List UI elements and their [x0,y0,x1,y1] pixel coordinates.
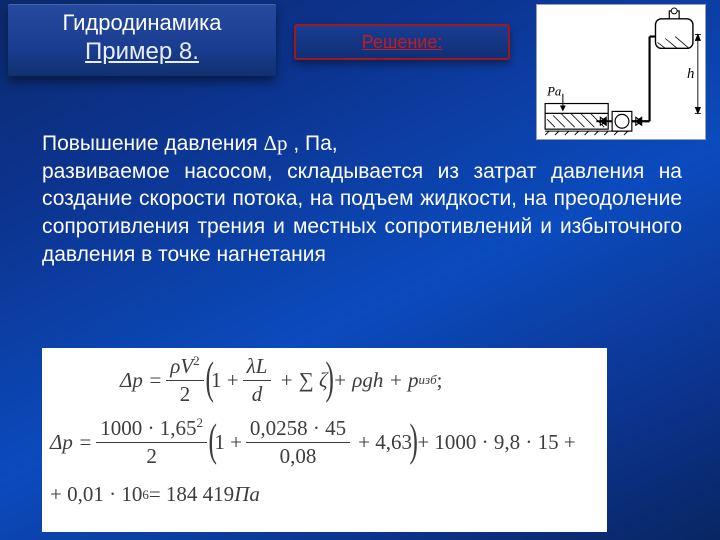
f2-frac1-num: 1000 · 1,65 [100,416,196,440]
open-paren-2: ( [208,420,216,460]
h-label: h [687,66,694,82]
f2-tail: + 1000 · 9,8 · 15 + [417,430,575,455]
f2-frac1: 1000 · 1,652 2 [96,416,207,468]
f2-frac2: 0,0258 · 45 0,08 [246,417,350,468]
title-line2: Пример 8. [8,38,276,66]
pump-diagram-svg: Pа [537,5,705,139]
open-paren-1: ( [205,358,213,398]
f1-end: ; [437,368,443,393]
f1-frac1-den: 2 [176,383,195,406]
f3-text: + 0,01 · 10 [50,482,142,507]
delta-p-symbol: Δp [263,131,287,155]
f2-frac2-den: 0,08 [276,445,321,468]
solution-label: Решение: [294,24,510,60]
f1-frac2-den: d [248,383,267,406]
formula-block: Δp = ρV2 2 ( 1 + λL d + ∑ ζ ) + ρgh + pи… [42,348,607,532]
title-line1: Гидродинамика [8,10,276,36]
f1-frac1: ρV2 2 [166,354,203,406]
title-box: Гидродинамика Пример 8. [8,4,276,76]
para-part1: Повышение давления [42,132,263,155]
para-unit: , Па, [287,132,337,155]
f2-frac2-num: 0,0258 · 45 [246,417,350,440]
f1-tail-sub: изб [419,372,437,388]
close-paren-1: ) [325,358,333,398]
f1-frac2: λL d [243,355,272,406]
f1-frac1-sup: 2 [193,353,200,368]
close-paren-2: ) [409,420,417,460]
f1-lead: 1 + [211,368,239,393]
f1-frac1-num: ρV [170,354,193,378]
f1-frac2-num: λL [243,355,272,378]
f2-lhs: Δp = [50,430,92,455]
pump-diagram: Pа [536,4,706,140]
f2-frac1-sup: 2 [197,415,204,430]
formula-row-3: + 0,01 · 106 = 184 419 Па [50,482,599,507]
f2-lead: 1 + [214,430,242,455]
pa-label: Pа [546,85,561,99]
formula-row-2: Δp = 1000 · 1,652 2 ( 1 + 0,0258 · 45 0,… [50,416,599,468]
f1-tail: + ρgh + p [333,368,419,393]
f2-plus-val: + 4,63 [358,430,412,455]
body-paragraph: Повышение давления Δp , Па, развиваемое … [42,130,682,269]
para-part2: развиваемое насосом, складывается из зат… [42,160,682,266]
f1-lhs: Δp = [120,368,162,393]
f3-unit: Па [234,482,260,507]
formula-row-1: Δp = ρV2 2 ( 1 + λL d + ∑ ζ ) + ρgh + pи… [50,354,599,406]
f1-sum: + ∑ ζ [279,368,327,393]
f2-frac1-den: 2 [142,445,161,468]
f3-eq: = 184 419 [149,482,234,507]
